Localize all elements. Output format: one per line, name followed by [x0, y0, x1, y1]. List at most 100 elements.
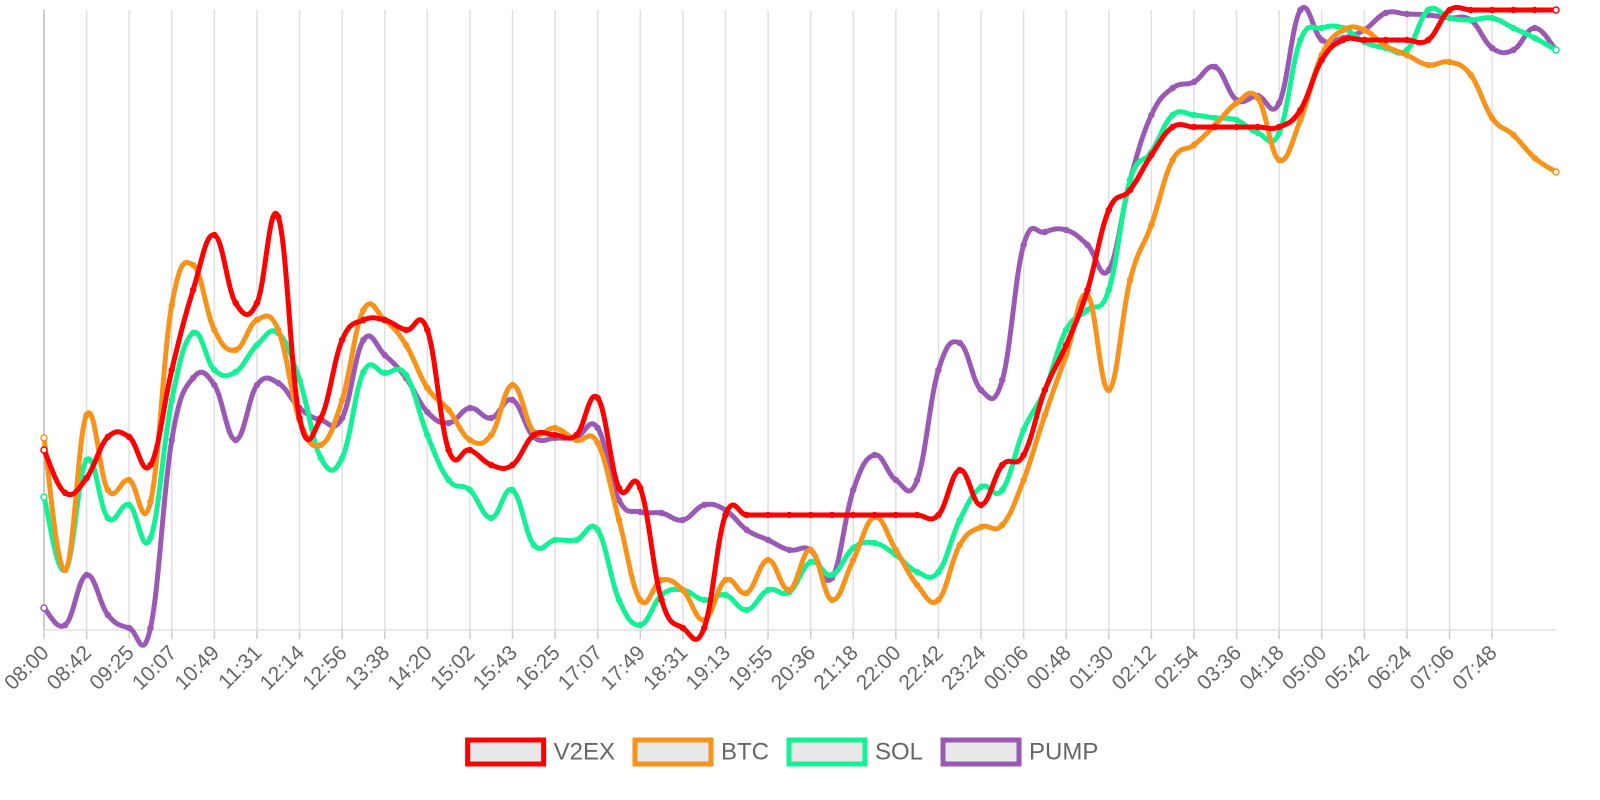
data-point: [658, 509, 665, 517]
data-point: [1190, 78, 1198, 86]
data-point: [189, 286, 197, 294]
data-point: [1488, 44, 1496, 52]
data-point: [764, 586, 772, 594]
data-point: [402, 371, 410, 379]
data-point: [509, 461, 516, 469]
x-tick-label: 08:00: [0, 641, 53, 694]
data-point: [913, 476, 921, 484]
data-point: [551, 424, 559, 432]
data-point: [1084, 286, 1091, 294]
data-point: [573, 536, 580, 544]
data-point: [615, 484, 623, 492]
data-point: [828, 571, 836, 579]
legend-label: SOL: [875, 738, 923, 765]
data-point: [1233, 123, 1240, 131]
data-point: [594, 394, 601, 402]
x-tick-label: 03:36: [1193, 641, 1246, 694]
data-point: [1552, 46, 1560, 54]
x-tick-label: 01:30: [1065, 641, 1118, 694]
data-point: [62, 621, 69, 629]
data-point: [1403, 51, 1411, 59]
data-point: [487, 414, 495, 422]
data-point: [1041, 386, 1049, 394]
data-point: [1190, 123, 1198, 131]
data-point: [487, 461, 495, 469]
x-tick-label: 17:49: [596, 641, 649, 694]
data-point: [1297, 36, 1304, 44]
data-point: [637, 621, 644, 629]
data-point: [189, 329, 197, 337]
legend: V2EX BTC SOL PUMP: [465, 737, 1098, 767]
data-point: [253, 341, 261, 349]
data-point: [1424, 61, 1432, 69]
data-point: [40, 434, 48, 442]
data-point: [104, 433, 112, 441]
data-point: [594, 526, 601, 534]
x-tick-label: 00:48: [1022, 641, 1075, 694]
x-tick-label: 06:24: [1363, 641, 1417, 695]
data-point: [935, 568, 942, 576]
data-point: [1446, 6, 1453, 14]
data-point: [1531, 154, 1538, 162]
data-point: [1105, 386, 1113, 394]
series-line: [41, 4, 1556, 642]
data-point: [1169, 84, 1176, 92]
data-point: [1020, 451, 1027, 459]
data-point: [1126, 186, 1134, 194]
data-point: [722, 576, 729, 584]
data-point: [1254, 129, 1262, 137]
data-point: [253, 381, 261, 389]
x-tick-label: 15:43: [469, 641, 522, 694]
data-point: [168, 366, 176, 374]
data-point: [1446, 14, 1453, 22]
data-point: [1403, 36, 1411, 44]
data-point: [679, 624, 687, 632]
data-point: [445, 446, 452, 454]
data-point: [509, 396, 516, 404]
data-point: [935, 596, 942, 604]
data-point: [1510, 131, 1517, 139]
data-point: [615, 496, 623, 504]
data-point: [1531, 24, 1538, 32]
data-point: [296, 414, 303, 422]
data-point: [658, 596, 665, 604]
data-point: [211, 231, 218, 239]
legend-label: V2EX: [554, 738, 615, 765]
data-point: [1190, 111, 1198, 119]
data-point: [1339, 26, 1347, 34]
data-point: [892, 476, 900, 484]
data-point: [1041, 411, 1049, 419]
data-point: [509, 381, 516, 389]
data-point: [637, 508, 644, 516]
data-point: [232, 436, 239, 444]
data-point: [956, 541, 963, 549]
data-point: [743, 589, 751, 597]
data-point: [1212, 123, 1219, 131]
x-tick-label: 16:25: [511, 641, 564, 694]
data-point: [1488, 6, 1496, 14]
data-point: [999, 521, 1006, 529]
data-point: [1062, 326, 1070, 334]
data-point: [1297, 6, 1304, 14]
data-point: [360, 368, 367, 376]
data-point: [977, 386, 985, 394]
legend-swatch: [465, 737, 547, 767]
data-point: [487, 514, 495, 522]
data-point: [1488, 14, 1496, 22]
legend-swatch: [940, 737, 1022, 767]
data-point: [1062, 226, 1070, 234]
data-point: [62, 489, 69, 497]
data-point: [1424, 6, 1432, 14]
data-point: [1297, 106, 1304, 114]
x-tick-label: 22:00: [852, 641, 905, 694]
data-point: [1254, 123, 1262, 131]
data-point: [637, 596, 644, 604]
data-point: [338, 454, 346, 462]
data-point: [338, 336, 346, 344]
x-tick-label: 10:07: [128, 641, 181, 694]
data-point: [743, 606, 751, 614]
data-point: [849, 511, 857, 519]
data-point: [83, 474, 90, 482]
data-point: [40, 493, 48, 501]
data-point: [1361, 26, 1368, 34]
